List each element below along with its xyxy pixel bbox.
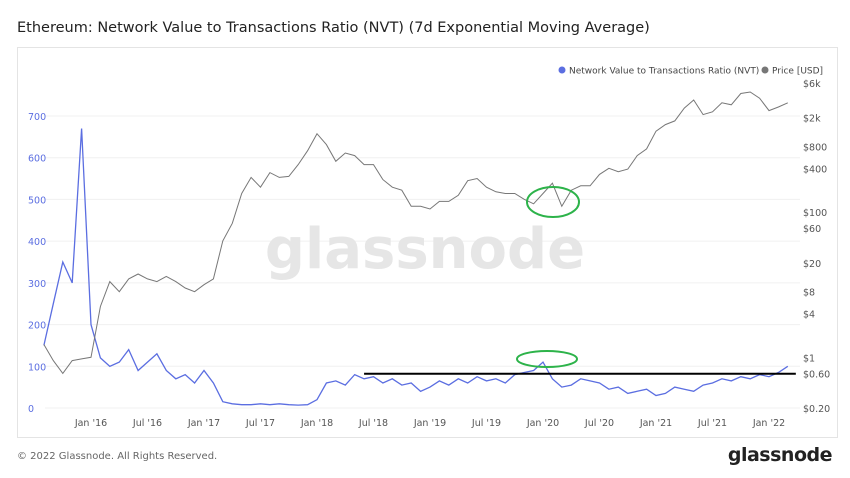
x-tick: Jan '22 (752, 418, 785, 429)
chart-frame (17, 47, 838, 438)
x-tick: Jul '18 (358, 418, 388, 429)
y-left-tick: 100 (28, 362, 46, 373)
y-left-tick: 700 (28, 112, 46, 123)
y-left-tick: 200 (28, 321, 46, 332)
y-right-tick: $60 (803, 224, 821, 235)
y-left-tick: 300 (28, 279, 46, 290)
y-right-tick: $0.20 (803, 404, 830, 415)
x-tick: Jul '19 (471, 418, 501, 429)
y-left-tick: 0 (28, 404, 34, 415)
y-right-tick: $2k (803, 114, 821, 125)
x-tick: Jul '17 (245, 418, 275, 429)
copyright: © 2022 Glassnode. All Rights Reserved. (17, 451, 218, 462)
y-left-tick: 500 (28, 195, 46, 206)
y-right-tick: $100 (803, 208, 827, 219)
x-tick: Jan '21 (639, 418, 672, 429)
x-tick: Jul '20 (584, 418, 614, 429)
x-tick: Jul '16 (132, 418, 162, 429)
y-left-tick: 400 (28, 237, 46, 248)
y-right-tick: $4 (803, 310, 815, 321)
highlight-ellipse-price (526, 186, 580, 218)
y-left-tick: 600 (28, 154, 46, 165)
price-line (43, 91, 789, 375)
x-tick: Jan '18 (300, 418, 333, 429)
nvt-line (43, 128, 789, 406)
x-tick: Jan '20 (526, 418, 559, 429)
y-right-tick: $6k (803, 79, 821, 90)
y-right-tick: $8 (803, 288, 815, 299)
x-tick: Jan '16 (74, 418, 107, 429)
y-right-tick: $800 (803, 142, 827, 153)
chart-title: Ethereum: Network Value to Transactions … (17, 20, 650, 36)
x-tick: Jan '19 (413, 418, 446, 429)
y-right-tick: $20 (803, 259, 821, 270)
y-right-tick: $1 (803, 353, 815, 364)
highlight-ellipse-nvt (516, 350, 578, 368)
legend-label: Price [USD] (772, 67, 823, 77)
x-tick: Jul '21 (697, 418, 727, 429)
watermark: glassnode (265, 217, 585, 282)
y-right-tick: $0.60 (803, 369, 830, 380)
y-right-tick: $400 (803, 164, 827, 175)
legend-marker (761, 66, 769, 74)
x-tick: Jan '17 (187, 418, 220, 429)
legend-label: Network Value to Transactions Ratio (NVT… (569, 67, 759, 77)
glassnode-logo: glassnode (727, 444, 833, 466)
legend-marker (558, 66, 566, 74)
